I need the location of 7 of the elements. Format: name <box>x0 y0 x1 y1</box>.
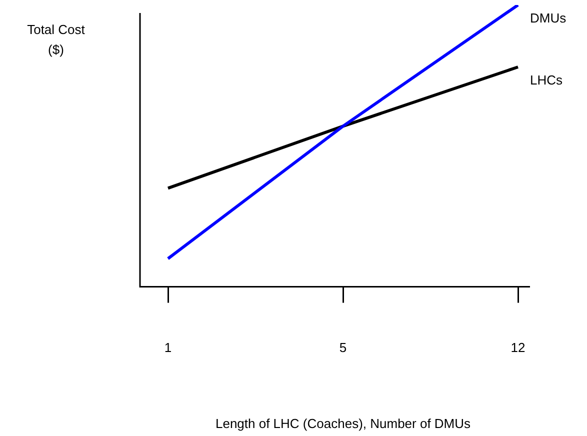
y-axis-title: Total Cost ($) <box>26 21 86 59</box>
x-tick-label: 1 <box>164 340 172 356</box>
series-label: LHCs <box>530 72 564 88</box>
x-axis-title: Length of LHC (Coaches), Number of DMUs <box>215 416 472 431</box>
x-tick-label: 12 <box>510 340 526 356</box>
x-tick-label: 5 <box>339 340 347 356</box>
series-label: DMUs <box>530 10 567 26</box>
